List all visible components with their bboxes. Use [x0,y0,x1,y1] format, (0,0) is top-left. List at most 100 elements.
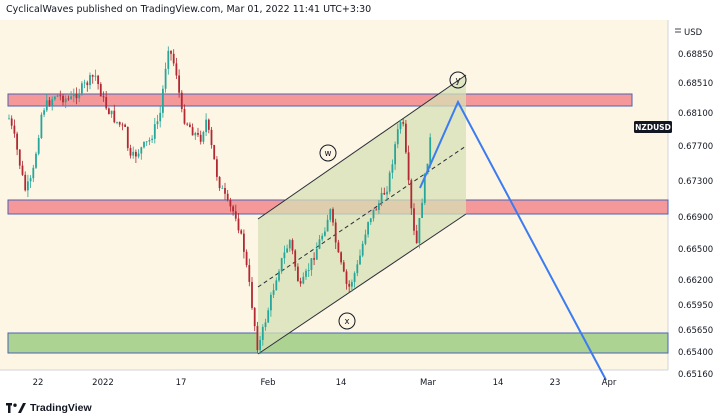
candle [267,307,270,324]
candle [135,149,137,164]
candle [326,214,329,232]
publish-header: CyclicalWaves published on TradingView.c… [0,0,720,20]
candle [329,208,332,223]
channel-lower-line[interactable] [257,213,467,355]
candle [337,239,340,253]
candle [153,117,156,144]
candle [151,135,153,143]
candle [275,277,278,291]
time-axis[interactable] [0,370,720,398]
candlestick-series [8,46,432,355]
candle [332,207,334,226]
tradingview-logo-icon [6,403,26,413]
ascending-channel[interactable] [258,75,466,354]
candle [369,217,372,225]
candle [234,204,237,222]
candle [388,170,391,195]
candle [345,269,348,290]
candle [113,104,116,124]
candle [407,145,410,185]
candle [81,81,83,96]
candle [64,95,67,109]
publish-info: CyclicalWaves published on TradingView.c… [6,4,372,15]
time-tick-3: Feb [260,378,275,388]
price-tick-0: 0.68850 [678,50,713,60]
candle [97,74,99,90]
candle [226,190,229,202]
time-tick-5: Mar [420,378,437,388]
wave-label-y-text: y [455,76,460,86]
channel-upper-line[interactable] [257,74,467,220]
candle [280,257,283,274]
candle [410,178,413,215]
candle [178,69,180,98]
candle [272,283,275,298]
wave-label-x-circle [338,312,356,330]
price-tick-7: 0.66200 [678,276,713,286]
candle [245,249,248,268]
wave-label-y[interactable]: y [449,71,467,89]
candle [143,141,145,149]
candle [294,249,297,271]
candle [399,119,402,134]
candle [162,85,164,118]
price-tick-10: 0.65400 [678,348,713,358]
currency-menu-icon[interactable] [675,28,681,33]
candle [391,159,394,179]
candle [253,306,256,332]
candle [302,272,305,285]
wave-label-w-text: w [325,149,332,159]
time-tick-0: 22 [33,378,44,388]
candle [380,187,383,207]
candle [394,141,396,170]
candle [140,146,143,160]
candle [367,221,369,238]
candle [172,49,175,67]
support-zone-lower[interactable] [7,332,669,354]
candle [86,80,89,92]
candle [59,90,62,101]
candle [259,336,261,355]
symbol-badge[interactable]: NZDUSD [634,121,672,133]
candle [421,198,423,219]
candle [132,146,135,159]
candle [186,122,189,126]
wave-label-y-circle [449,71,467,89]
candle [232,204,234,216]
candle [48,96,51,107]
resistance-zone-upper[interactable] [7,93,633,107]
candle [16,131,18,156]
time-tick-2: 17 [176,378,187,388]
price-axis[interactable] [668,20,720,370]
wave-label-w[interactable]: w [319,144,337,162]
candle [224,182,226,200]
footer: TradingView [0,398,720,419]
projection-path[interactable] [419,99,607,381]
candle [286,244,288,253]
candle [353,271,356,288]
candle [315,242,318,260]
price-chart[interactable]: w x y USD 0.688500.685100.681000.677000.… [0,20,720,400]
wave-label-x[interactable]: x [338,312,356,330]
candle [221,185,224,189]
candle [145,141,148,147]
candle [324,227,326,237]
candle [364,229,367,246]
candle [121,122,124,131]
candle [288,239,291,252]
candle [91,74,94,84]
candle [361,240,364,258]
candle [261,324,264,346]
time-tick-4: 14 [336,378,347,388]
candle [56,94,59,97]
candle [413,203,415,236]
candle [194,131,197,140]
candle [70,91,72,100]
candle [105,90,108,111]
candle [62,93,64,106]
candle [386,186,388,201]
wave-label-x-text: x [344,317,349,327]
symbol-badge-bg [634,121,672,133]
tradingview-logo[interactable]: TradingView [6,401,92,415]
candle [197,127,199,137]
